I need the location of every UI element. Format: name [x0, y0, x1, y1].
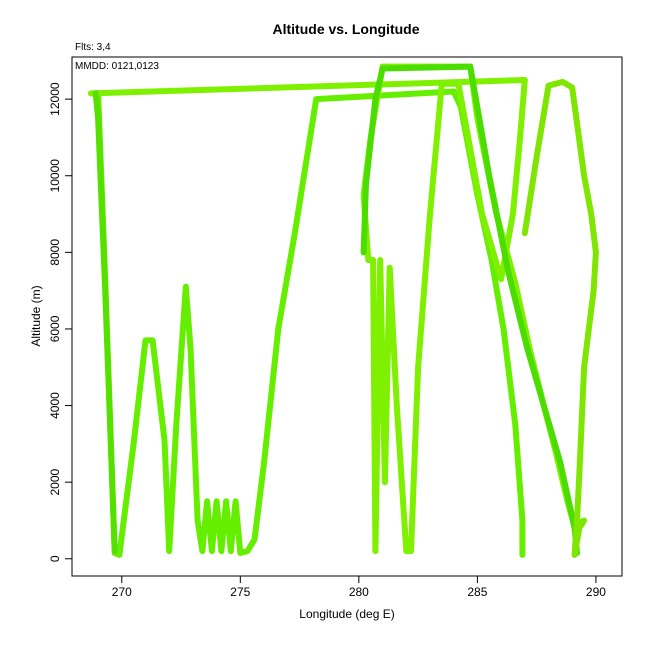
y-tick-label: 12000: [48, 82, 62, 116]
x-axis-label: Longitude (deg E): [299, 607, 394, 621]
x-axis: 270 275 280 285 290: [112, 575, 606, 599]
flights-annotation: Flts: 3,4: [75, 42, 111, 53]
flight-track-4: [521, 78, 599, 558]
y-tick-label: 4000: [48, 392, 62, 419]
x-tick-label: 280: [349, 585, 369, 599]
y-axis-label: Altitude (m): [29, 285, 43, 346]
chart-title: Altitude vs. Longitude: [273, 21, 420, 37]
flight-track-2: [88, 63, 580, 555]
y-tick-label: 2000: [48, 468, 62, 495]
y-tick-label: 0: [48, 555, 62, 562]
flight-track-3: [360, 63, 580, 556]
y-tick-label: 10000: [48, 159, 62, 193]
x-tick-label: 275: [230, 585, 250, 599]
y-axis: 0 2000 4000 6000 8000 10000 12000: [48, 82, 73, 562]
dates-annotation: MMDD: 0121,0123: [75, 61, 159, 72]
y-tick-label: 6000: [48, 315, 62, 342]
y-tick-label: 8000: [48, 239, 62, 266]
flight-track-1: [88, 88, 526, 558]
x-tick-label: 270: [112, 585, 132, 599]
x-tick-label: 285: [467, 585, 487, 599]
x-tick-label: 290: [586, 585, 606, 599]
flight-track-5: [92, 90, 118, 555]
